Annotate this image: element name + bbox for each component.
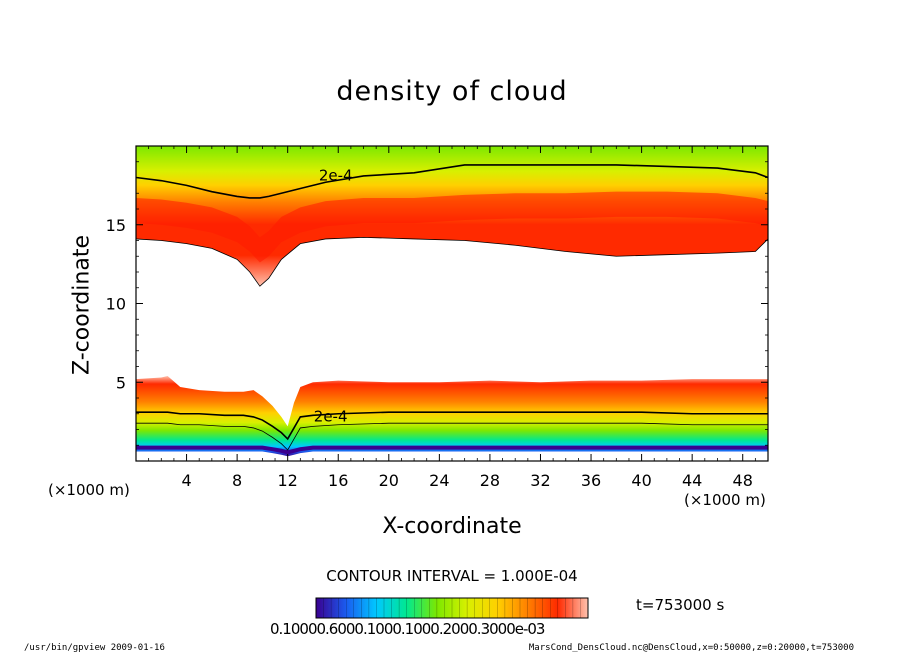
- x-tick-label: 12: [278, 471, 298, 490]
- y-tick-label: 15: [106, 216, 126, 235]
- time-label: t=753000 s: [636, 596, 725, 614]
- contour-interval: CONTOUR INTERVAL = 1.000E-04: [326, 567, 578, 585]
- lower-cloud-layer: [136, 375, 768, 457]
- x-tick-label: 20: [379, 471, 399, 490]
- upper-edge-contour: [136, 236, 768, 287]
- x-tick-label: 32: [530, 471, 550, 490]
- upper-contour-line: [136, 164, 768, 199]
- x-tick-label: 4: [181, 471, 191, 490]
- lower-contour-line-2: [136, 422, 768, 451]
- lower-contour-line: [136, 411, 768, 441]
- contour-label-lower: 2e-4: [314, 407, 348, 425]
- lower-base-edge: [136, 445, 768, 455]
- x-tick-label: 40: [631, 471, 651, 490]
- x-tick-label: 24: [429, 471, 449, 490]
- x-axis-label: X-coordinate: [382, 514, 522, 539]
- chart-title: density of cloud: [336, 76, 568, 107]
- x-tick-label: 36: [581, 471, 601, 490]
- y-tick-label: 5: [116, 373, 126, 392]
- footer-left: /usr/bin/gpview 2009-01-16: [24, 643, 165, 653]
- x-axis-unit: (×1000 m): [684, 491, 766, 509]
- y-axis-unit: (×1000 m): [48, 481, 130, 499]
- contour-label-upper: 2e-4: [319, 166, 353, 184]
- plot-area: [136, 146, 768, 457]
- x-tick-label: 44: [682, 471, 702, 490]
- y-tick-label: 10: [106, 295, 126, 314]
- x-tick-label: 16: [328, 471, 348, 490]
- y-axis-label: Z-coordinate: [69, 235, 95, 375]
- footer-right: MarsCond_DensCloud.nc@DensCloud,x=0:5000…: [528, 643, 854, 653]
- colorbar-tick-labels: 0.10000.6000.1000.1000.2000.3000e-03: [270, 620, 545, 638]
- upper-core-band: [136, 191, 768, 263]
- x-tick-label: 28: [480, 471, 500, 490]
- x-tick-label: 48: [733, 471, 753, 490]
- x-tick-label: 8: [232, 471, 242, 490]
